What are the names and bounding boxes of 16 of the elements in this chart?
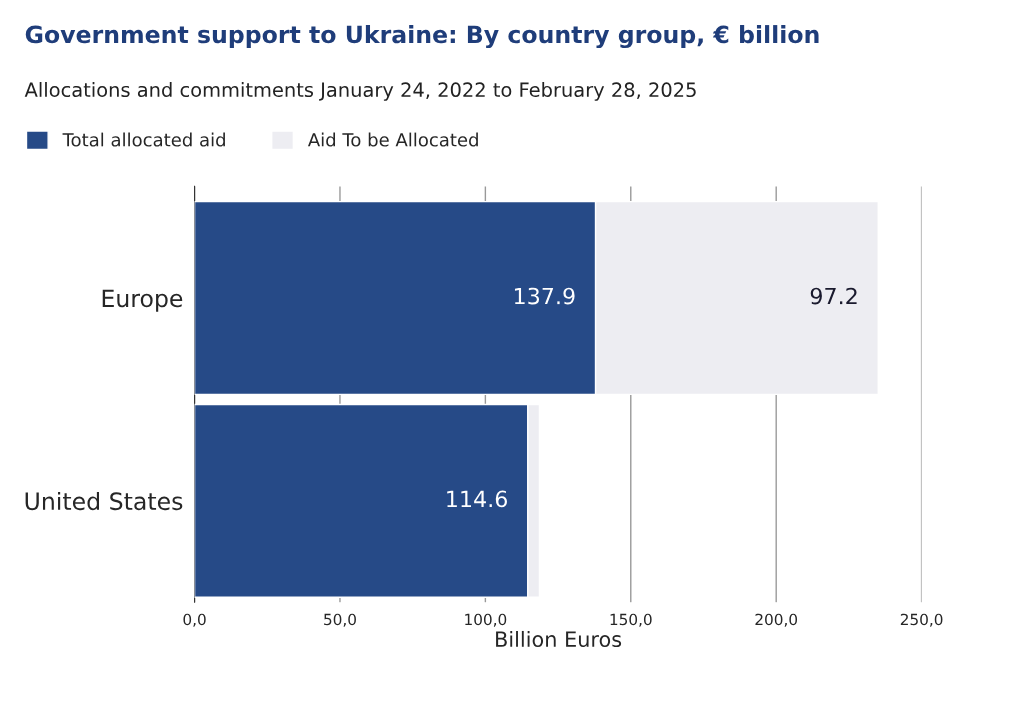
data-label: 114.6 [447,490,507,508]
y-tick-label: Europe [102,289,183,312]
y-tick-label: United States [25,491,183,511]
x-tick-label: 50,0 [324,613,356,627]
x-axis-title: Billion Euros [496,630,622,648]
legend-label: Total allocated aid [62,132,225,147]
data-label: 97.2 [810,287,857,305]
data-label: 137.9 [514,287,575,305]
x-tick-label: 200,0 [755,613,798,627]
x-tick-label: 0,0 [183,613,206,627]
x-tick-label: 150,0 [610,613,652,627]
x-tick-label: 250,0 [900,613,943,627]
legend-label: Aid To be Allocated [307,132,478,147]
x-tick-label: 100,0 [465,613,507,627]
chart-subtitle: Allocations and commitments January 24, 2022 to February 28, 2025 [24,82,696,101]
chart-title: Government support to Ukraine: By country group, € billion [25,25,819,49]
